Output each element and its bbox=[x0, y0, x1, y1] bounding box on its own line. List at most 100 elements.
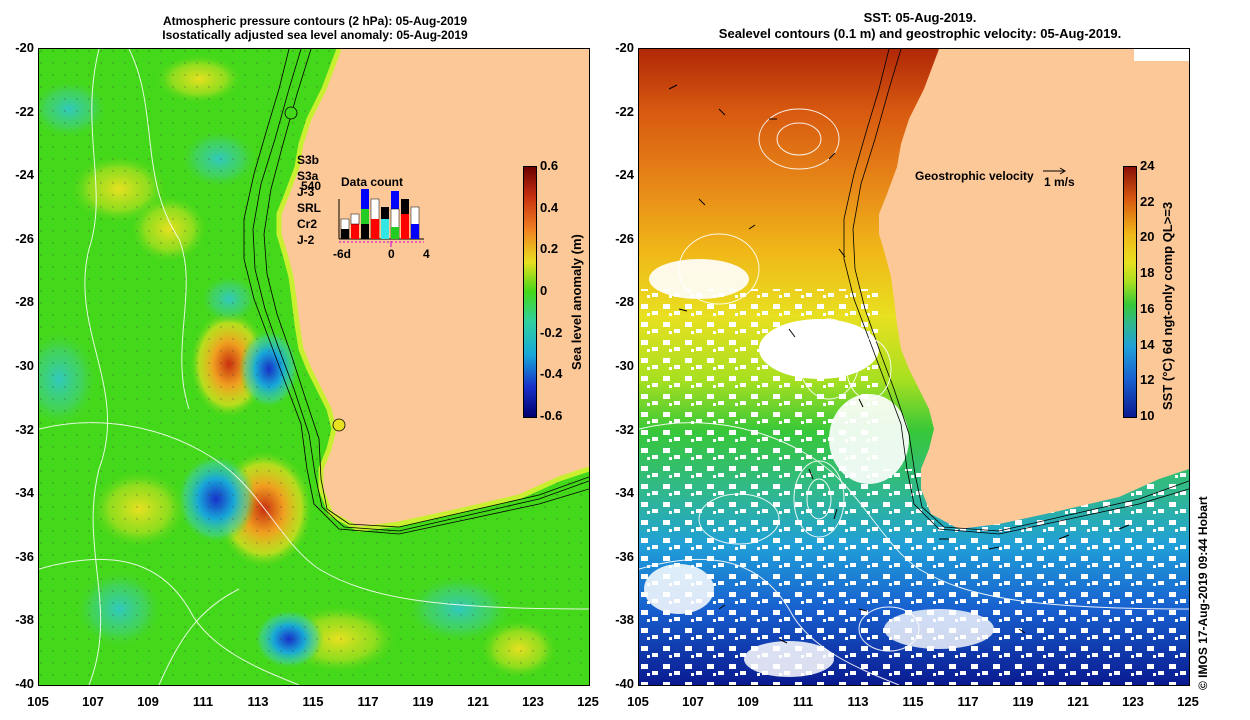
right-latitude-tick: -30 bbox=[615, 358, 634, 373]
right-latitude-tick: -36 bbox=[615, 548, 634, 564]
legend-srl: SRL bbox=[297, 201, 321, 215]
left-longitude-tick: 125 bbox=[577, 694, 599, 709]
data-count-bars bbox=[340, 189, 420, 240]
australia-landmass-sst bbox=[879, 49, 1189, 529]
right-latitude-tick: -40 bbox=[615, 676, 634, 691]
velocity-label: Geostrophic velocity bbox=[915, 169, 1034, 183]
data-count-tick-start: -6d bbox=[333, 247, 351, 261]
colorbar-tick-label: 0.4 bbox=[540, 199, 559, 215]
left-longitude-tick: 121 bbox=[467, 694, 489, 709]
right-longitude-tick: 105 bbox=[627, 694, 649, 709]
colorbar-tick-label: 10 bbox=[1140, 408, 1155, 423]
right-longitude-tick: 115 bbox=[902, 694, 924, 709]
colorbar-tick-label: -0.2 bbox=[540, 324, 563, 340]
right-longitude-tick: 117 bbox=[957, 694, 979, 709]
sst-colorbar bbox=[1123, 166, 1137, 418]
data-count-chart bbox=[338, 189, 424, 247]
colorbar-tick-label: 18 bbox=[1140, 265, 1155, 281]
data-count-title: Data count bbox=[341, 175, 404, 189]
colorbar-tick-label: 24 bbox=[1140, 158, 1155, 173]
legend-s3b: S3b bbox=[297, 153, 320, 167]
right-longitude-tick: 119 bbox=[1012, 694, 1034, 709]
right-latitude-tick: -22 bbox=[615, 103, 634, 119]
left-longitude-tick: 117 bbox=[357, 694, 379, 709]
sst-map: Geostrophic velocity 1 m/s bbox=[638, 48, 1190, 686]
pressure-contours bbox=[39, 49, 589, 685]
coast-fringe bbox=[276, 49, 589, 532]
left-latitude-tick: -34 bbox=[15, 485, 34, 501]
sla-colorbar bbox=[523, 166, 537, 418]
missing-data-strip bbox=[1134, 49, 1189, 61]
legend-s3a: S3a bbox=[297, 169, 319, 183]
credit-text: © IMOS 17-Aug-2019 09:44 Hobart bbox=[1196, 496, 1210, 690]
cloud-mask bbox=[639, 259, 1189, 685]
right-latitude-tick: -38 bbox=[615, 612, 634, 628]
right-latitude-tick: -20 bbox=[615, 40, 634, 55]
right-panel-title: SST: 05-Aug-2019. Sealevel contours (0.1… bbox=[640, 10, 1200, 42]
left-longitude-tick: 105 bbox=[27, 694, 49, 709]
left-latitude-tick: -28 bbox=[15, 294, 34, 310]
left-latitude-tick: -20 bbox=[15, 40, 34, 55]
left-title-line2: Isostatically adjusted sea level anomaly… bbox=[162, 28, 468, 42]
velocity-scale-label: 1 m/s bbox=[1044, 175, 1075, 189]
bathymetry-contours bbox=[243, 49, 589, 535]
data-count-tick-end: 4 bbox=[423, 247, 430, 261]
colorbar-tick-label: 0 bbox=[540, 283, 548, 298]
right-latitude-tick: -32 bbox=[615, 421, 634, 437]
right-title-line2: Sealevel contours (0.1 m) and geostrophi… bbox=[718, 26, 1122, 41]
sealevel-contours bbox=[639, 108, 1189, 685]
right-longitude-tick: 113 bbox=[847, 694, 869, 709]
left-longitude-tick: 111 bbox=[192, 694, 214, 709]
left-longitude-tick: 123 bbox=[522, 694, 544, 709]
sea-level-anomaly-map: S3b S3a J-3 540 SRL Cr2 J-2 Data count -… bbox=[38, 48, 590, 686]
sst-map-svg bbox=[639, 49, 1189, 685]
right-longitude-tick: 111 bbox=[792, 694, 814, 709]
left-longitude-tick: 115 bbox=[302, 694, 324, 709]
tide-gauge-marker bbox=[332, 418, 346, 432]
right-longitude-tick: 125 bbox=[1177, 694, 1199, 709]
right-latitude-tick: -26 bbox=[615, 230, 634, 246]
colorbar-tick-label: 0.6 bbox=[540, 158, 559, 173]
right-longitude-tick: 107 bbox=[682, 694, 704, 709]
sla-colorbar-label: Sea level anomaly (m) bbox=[569, 234, 584, 370]
left-longitude-tick: 113 bbox=[247, 694, 269, 709]
left-panel-title: Atmospheric pressure contours (2 hPa): 0… bbox=[60, 14, 570, 42]
colorbar-tick-label: -0.6 bbox=[540, 408, 563, 423]
legend-cr2: Cr2 bbox=[297, 217, 318, 231]
colorbar-tick-label: 22 bbox=[1140, 193, 1155, 209]
left-latitude-tick: -22 bbox=[15, 103, 34, 119]
colorbar-tick-label: 0.2 bbox=[540, 241, 559, 257]
left-latitude-tick: -40 bbox=[15, 676, 34, 691]
legend-j2: J-2 bbox=[297, 233, 315, 247]
left-latitude-tick: -32 bbox=[15, 421, 34, 437]
geostrophic-velocity-vectors bbox=[668, 84, 1130, 644]
colorbar-tick-label: 20 bbox=[1140, 229, 1155, 245]
sla-map-svg bbox=[39, 49, 589, 685]
right-longitude-tick: 121 bbox=[1067, 694, 1089, 709]
sst-colorbar-label: SST (°C) 6d ngt-only comp QL>=3 bbox=[1160, 201, 1175, 410]
left-latitude-tick: -26 bbox=[15, 230, 34, 246]
right-title-line1: SST: 05-Aug-2019. bbox=[863, 10, 977, 25]
sst-bathymetry-contours bbox=[843, 49, 1189, 535]
left-latitude-tick: -30 bbox=[15, 358, 34, 373]
australia-landmass bbox=[279, 49, 589, 529]
left-latitude-tick: -38 bbox=[15, 612, 34, 628]
right-latitude-tick: -28 bbox=[615, 294, 634, 310]
left-longitude-tick: 109 bbox=[137, 694, 159, 709]
colorbar-tick-label: -0.4 bbox=[540, 366, 563, 382]
legend-j3: J-3 bbox=[297, 185, 315, 199]
colorbar-tick-label: 12 bbox=[1140, 372, 1155, 388]
left-longitude-tick: 107 bbox=[82, 694, 104, 709]
colorbar-tick-label: 14 bbox=[1140, 336, 1155, 352]
left-title-line1: Atmospheric pressure contours (2 hPa): 0… bbox=[162, 14, 468, 28]
left-latitude-tick: -24 bbox=[15, 167, 34, 183]
left-longitude-tick: 119 bbox=[412, 694, 434, 709]
right-longitude-tick: 123 bbox=[1122, 694, 1144, 709]
left-latitude-tick: -36 bbox=[15, 548, 34, 564]
right-longitude-tick: 109 bbox=[737, 694, 759, 709]
data-count-tick-zero: 0 bbox=[388, 247, 395, 261]
colorbar-tick-label: 16 bbox=[1140, 300, 1155, 316]
velocity-scale-arrow bbox=[1043, 167, 1066, 175]
right-latitude-tick: -34 bbox=[615, 485, 634, 501]
legend-count: 540 bbox=[301, 179, 322, 193]
